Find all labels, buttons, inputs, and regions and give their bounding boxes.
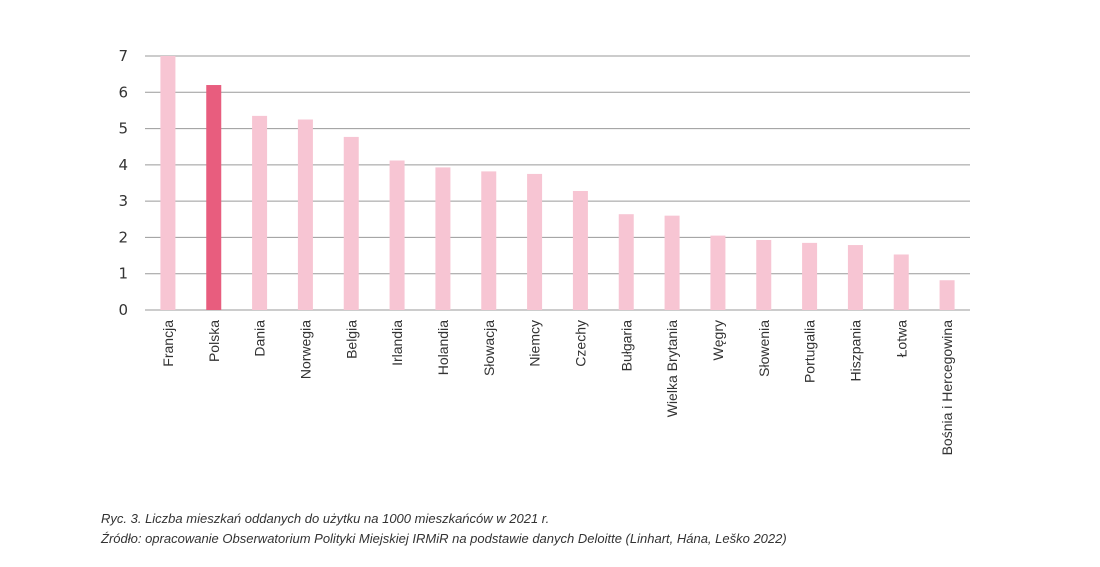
- x-tick-label: Holandia: [435, 320, 451, 375]
- x-tick-label: Węgry: [710, 320, 726, 360]
- bar: [664, 215, 680, 310]
- y-tick-label: 0: [118, 301, 128, 319]
- bar: [710, 235, 726, 310]
- bar: [572, 190, 588, 310]
- bar: [756, 239, 772, 310]
- x-tick-label: Słowenia: [756, 320, 772, 377]
- x-tick-label: Francja: [160, 320, 176, 367]
- bar: [206, 85, 222, 311]
- bar: [389, 160, 405, 310]
- x-tick-label: Niemcy: [527, 320, 543, 367]
- y-tick-label: 4: [118, 156, 128, 174]
- y-tick-label: 1: [118, 265, 128, 283]
- bar: [160, 56, 176, 310]
- bar: [847, 245, 863, 310]
- caption-source: Źródło: opracowanie Obserwatorium Polity…: [101, 531, 787, 546]
- x-tick-label: Łotwa: [893, 320, 909, 358]
- bar: [252, 115, 268, 310]
- x-tick-label: Słowacja: [481, 320, 497, 376]
- bar: [297, 119, 313, 310]
- y-tick-label: 2: [118, 228, 128, 246]
- x-tick-label: Bułgaria: [618, 320, 634, 372]
- bar: [802, 242, 818, 310]
- bar-chart: 0 1 2 3 4 5 6 7 Francja Polska Dania Norwegia Belgia…: [118, 47, 970, 456]
- y-tick-label: 3: [118, 192, 128, 210]
- bar: [343, 136, 359, 310]
- x-tick-label: Belgia: [343, 320, 359, 359]
- x-tick-label: Polska: [206, 320, 222, 362]
- y-tick-label: 6: [118, 83, 128, 101]
- y-tick-label: 7: [118, 47, 128, 65]
- bar: [939, 280, 955, 310]
- bar: [893, 254, 909, 310]
- y-tick-label: 5: [118, 120, 128, 138]
- bar: [527, 173, 543, 310]
- x-tick-label: Norwegia: [297, 320, 313, 379]
- bar: [481, 171, 497, 310]
- caption-title: Ryc. 3. Liczba mieszkań oddanych do użyt…: [101, 511, 550, 526]
- x-tick-label: Portugalia: [802, 320, 818, 383]
- x-tick-label: Hiszpania: [847, 320, 863, 382]
- x-tick-label: Czechy: [572, 320, 588, 367]
- x-tick-label: Irlandia: [389, 320, 405, 366]
- bar: [618, 214, 634, 310]
- x-tick-label: Bośnia i Hercegowina: [939, 320, 955, 456]
- x-tick-label: Wielka Brytania: [664, 320, 680, 417]
- figure-caption: Ryc. 3. Liczba mieszkań oddanych do użyt…: [101, 509, 787, 549]
- x-tick-label: Dania: [252, 320, 268, 357]
- bar: [435, 167, 451, 310]
